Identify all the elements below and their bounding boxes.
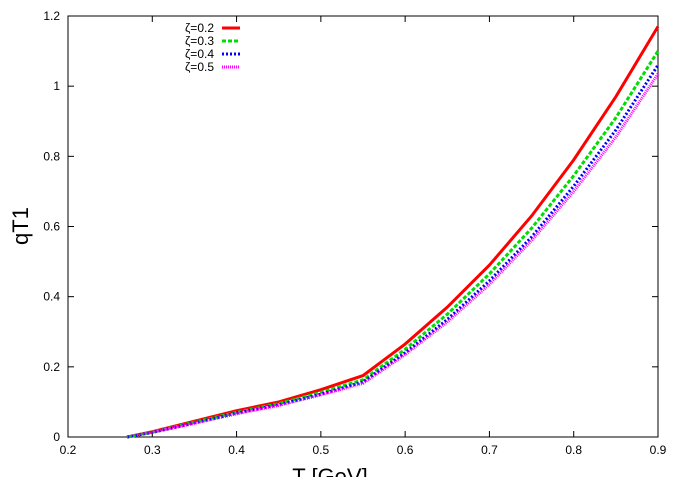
x-tick-label: 0.4 xyxy=(228,443,245,457)
x-tick-label: 0.7 xyxy=(481,443,498,457)
y-tick-label: 0.6 xyxy=(43,220,60,234)
y-tick-label: 0.2 xyxy=(43,360,60,374)
x-axis-label: T [GeV] xyxy=(292,464,367,477)
x-tick-label: 0.2 xyxy=(60,443,77,457)
x-tick-label: 0.5 xyxy=(313,443,330,457)
series-line-4 xyxy=(126,73,660,439)
legend-label: ζ=0.4 xyxy=(185,47,214,61)
y-tick-label: 0.8 xyxy=(43,149,60,163)
y-tick-label: 0 xyxy=(53,430,60,444)
y-tick-label: 1 xyxy=(53,79,60,93)
y-tick-label: 1.2 xyxy=(43,9,60,23)
y-axis-label: qT1 xyxy=(8,207,33,245)
x-tick-label: 0.3 xyxy=(144,443,161,457)
series-line-3 xyxy=(126,64,660,439)
x-tick-label: 0.6 xyxy=(397,443,414,457)
legend-label: ζ=0.5 xyxy=(185,60,214,74)
x-tick-label: 0.8 xyxy=(565,443,582,457)
series-line-1 xyxy=(126,25,660,439)
x-tick-label: 0.9 xyxy=(650,443,667,457)
series-line-2 xyxy=(126,50,660,439)
y-tick-label: 0.4 xyxy=(43,290,60,304)
legend-label: ζ=0.2 xyxy=(185,21,214,35)
legend-label: ζ=0.3 xyxy=(185,34,214,48)
